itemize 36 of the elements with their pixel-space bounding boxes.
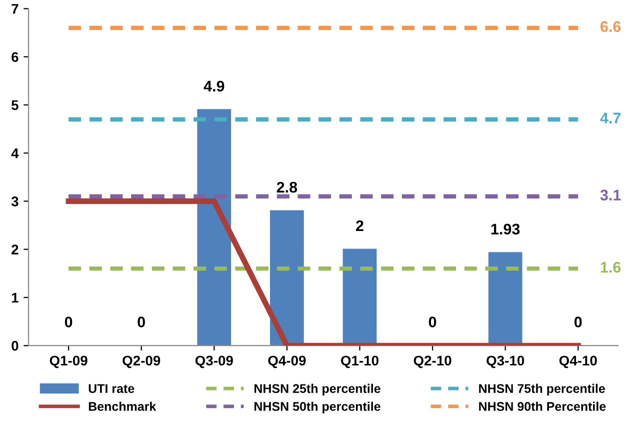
- x-tick-label: Q3-09: [195, 356, 233, 368]
- data-label: 2: [356, 220, 364, 231]
- legend-label: NHSN 90th Percentile: [479, 402, 606, 411]
- y-tick-label: 2: [12, 244, 18, 254]
- data-label: 6.6: [600, 21, 621, 32]
- y-tick-label: 7: [12, 4, 18, 14]
- legend-label: UTI rate: [88, 384, 134, 393]
- data-label: 3.1: [600, 190, 621, 200]
- y-tick-label: 5: [12, 100, 18, 110]
- data-label: 0: [138, 316, 145, 328]
- data-label: 4.9: [204, 80, 224, 92]
- x-tick-label: Q1-10: [341, 356, 378, 368]
- bar: [270, 210, 304, 346]
- data-label: 1.6: [600, 262, 621, 273]
- y-tick-label: 0: [12, 340, 18, 351]
- data-label: 1.93: [491, 224, 520, 235]
- x-tick-label: Q2-10: [414, 356, 452, 368]
- legend-label: Benchmark: [88, 402, 156, 411]
- data-label: 4.7: [600, 112, 621, 124]
- x-tick-label: Q4-09: [268, 356, 306, 368]
- legend-label: NHSN 25th percentile: [254, 384, 380, 396]
- legend-label: NHSN 50th percentile: [254, 402, 380, 414]
- data-label: 0: [428, 316, 436, 328]
- data-label: 0: [574, 316, 582, 328]
- x-tick-label: Q3-10: [486, 356, 524, 368]
- y-tick-label: 3: [11, 196, 18, 206]
- x-tick-label: Q4-10: [559, 356, 597, 368]
- x-tick-label: Q2-09: [122, 356, 160, 368]
- y-tick-label: 6: [12, 52, 18, 62]
- legend-label: NHSN 75th percentile: [479, 384, 605, 396]
- y-tick-label: 1: [12, 292, 18, 302]
- bar: [197, 109, 232, 346]
- data-label: 0: [64, 316, 72, 328]
- y-tick-label: 4: [11, 148, 19, 158]
- data-label: 2.8: [276, 182, 298, 193]
- x-tick-label: Q1-09: [50, 356, 88, 368]
